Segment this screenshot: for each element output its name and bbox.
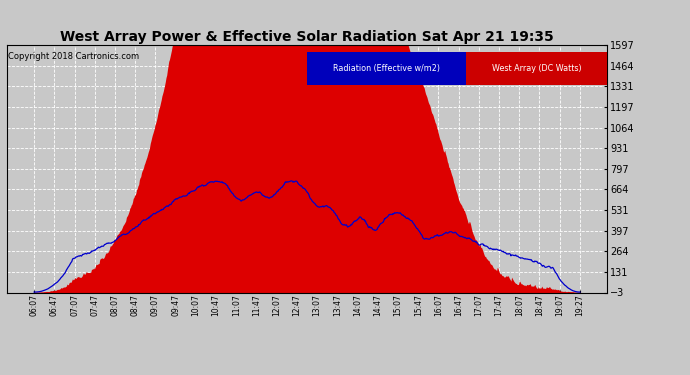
Bar bbox=[466, 53, 607, 85]
Text: Copyright 2018 Cartronics.com: Copyright 2018 Cartronics.com bbox=[8, 53, 139, 62]
Title: West Array Power & Effective Solar Radiation Sat Apr 21 19:35: West Array Power & Effective Solar Radia… bbox=[60, 30, 554, 44]
Bar bbox=[307, 53, 466, 85]
Text: Radiation (Effective w/m2): Radiation (Effective w/m2) bbox=[333, 64, 440, 73]
Text: West Array (DC Watts): West Array (DC Watts) bbox=[492, 64, 582, 73]
